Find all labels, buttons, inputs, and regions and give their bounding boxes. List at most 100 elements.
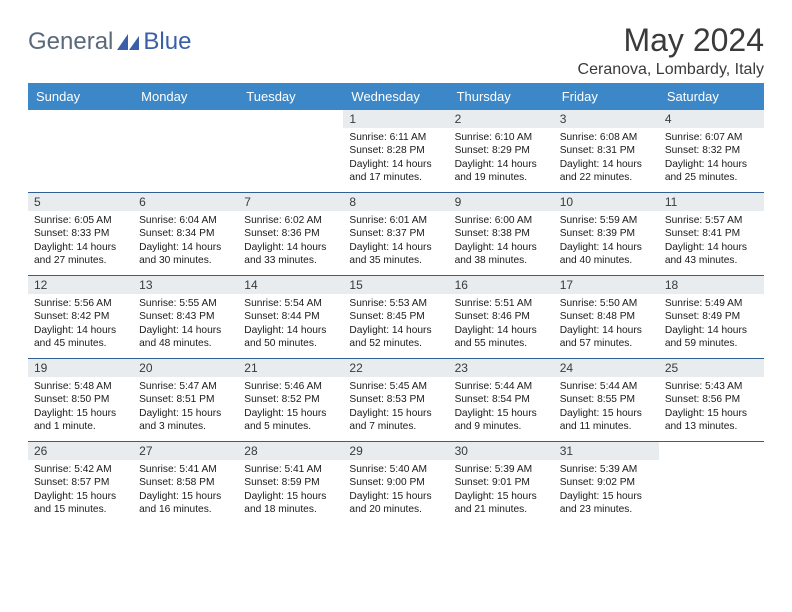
- day-number: 19: [28, 359, 133, 377]
- empty-day-number: [659, 442, 764, 460]
- day-info: Sunrise: 5:41 AM Sunset: 8:59 PM Dayligh…: [238, 460, 343, 524]
- day-number: 22: [343, 359, 448, 377]
- day-info: Sunrise: 5:54 AM Sunset: 8:44 PM Dayligh…: [238, 294, 343, 358]
- day-number: 27: [133, 442, 238, 460]
- day-info: Sunrise: 6:00 AM Sunset: 8:38 PM Dayligh…: [449, 211, 554, 275]
- day-info: Sunrise: 6:11 AM Sunset: 8:28 PM Dayligh…: [343, 128, 448, 192]
- day-info: Sunrise: 5:39 AM Sunset: 9:01 PM Dayligh…: [449, 460, 554, 524]
- day-info: Sunrise: 5:40 AM Sunset: 9:00 PM Dayligh…: [343, 460, 448, 524]
- day-info: Sunrise: 5:45 AM Sunset: 8:53 PM Dayligh…: [343, 377, 448, 441]
- day-number: 17: [554, 276, 659, 294]
- day-number: 1: [343, 110, 448, 128]
- day-number: 2: [449, 110, 554, 128]
- day-number: 24: [554, 359, 659, 377]
- day-info: Sunrise: 5:57 AM Sunset: 8:41 PM Dayligh…: [659, 211, 764, 275]
- weekday-header-row: SundayMondayTuesdayWednesdayThursdayFrid…: [28, 83, 764, 110]
- day-number-row: 1234: [28, 110, 764, 128]
- calendar-body: 1234Sunrise: 6:11 AM Sunset: 8:28 PM Day…: [28, 110, 764, 524]
- day-info: Sunrise: 5:51 AM Sunset: 8:46 PM Dayligh…: [449, 294, 554, 358]
- week-row: 262728293031Sunrise: 5:42 AM Sunset: 8:5…: [28, 442, 764, 524]
- day-number: 20: [133, 359, 238, 377]
- empty-day-number: [238, 110, 343, 128]
- month-title: May 2024: [578, 22, 764, 59]
- day-info: [133, 128, 238, 192]
- day-info: Sunrise: 5:50 AM Sunset: 8:48 PM Dayligh…: [554, 294, 659, 358]
- weekday-header: Tuesday: [238, 83, 343, 110]
- day-info: Sunrise: 5:44 AM Sunset: 8:54 PM Dayligh…: [449, 377, 554, 441]
- day-number: 26: [28, 442, 133, 460]
- day-info-row: Sunrise: 5:56 AM Sunset: 8:42 PM Dayligh…: [28, 294, 764, 358]
- day-number: 15: [343, 276, 448, 294]
- day-number: 7: [238, 193, 343, 211]
- day-number: 18: [659, 276, 764, 294]
- logo-text-blue: Blue: [143, 28, 191, 56]
- day-number: 31: [554, 442, 659, 460]
- day-number: 6: [133, 193, 238, 211]
- day-number: 28: [238, 442, 343, 460]
- title-block: May 2024 Ceranova, Lombardy, Italy: [578, 22, 764, 79]
- day-info-row: Sunrise: 6:11 AM Sunset: 8:28 PM Dayligh…: [28, 128, 764, 192]
- day-info: Sunrise: 5:42 AM Sunset: 8:57 PM Dayligh…: [28, 460, 133, 524]
- day-info: Sunrise: 5:55 AM Sunset: 8:43 PM Dayligh…: [133, 294, 238, 358]
- week-row: 19202122232425Sunrise: 5:48 AM Sunset: 8…: [28, 359, 764, 442]
- day-info: Sunrise: 5:44 AM Sunset: 8:55 PM Dayligh…: [554, 377, 659, 441]
- day-number: 16: [449, 276, 554, 294]
- day-info: [238, 128, 343, 192]
- day-info: [659, 460, 764, 524]
- day-number-row: 19202122232425: [28, 359, 764, 377]
- week-row: 12131415161718Sunrise: 5:56 AM Sunset: 8…: [28, 276, 764, 359]
- day-info-row: Sunrise: 5:42 AM Sunset: 8:57 PM Dayligh…: [28, 460, 764, 524]
- weekday-header: Saturday: [659, 83, 764, 110]
- day-number: 13: [133, 276, 238, 294]
- week-row: 567891011Sunrise: 6:05 AM Sunset: 8:33 P…: [28, 193, 764, 276]
- day-info: Sunrise: 6:04 AM Sunset: 8:34 PM Dayligh…: [133, 211, 238, 275]
- day-number: 21: [238, 359, 343, 377]
- day-info-row: Sunrise: 5:48 AM Sunset: 8:50 PM Dayligh…: [28, 377, 764, 441]
- day-number-row: 12131415161718: [28, 276, 764, 294]
- day-number-row: 567891011: [28, 193, 764, 211]
- day-number: 3: [554, 110, 659, 128]
- day-info: Sunrise: 5:43 AM Sunset: 8:56 PM Dayligh…: [659, 377, 764, 441]
- day-number: 14: [238, 276, 343, 294]
- logo: General Blue: [28, 28, 191, 56]
- day-number: 4: [659, 110, 764, 128]
- day-number: 29: [343, 442, 448, 460]
- day-number-row: 262728293031: [28, 442, 764, 460]
- weekday-header: Monday: [133, 83, 238, 110]
- day-info: Sunrise: 5:39 AM Sunset: 9:02 PM Dayligh…: [554, 460, 659, 524]
- day-number: 30: [449, 442, 554, 460]
- weekday-header: Friday: [554, 83, 659, 110]
- day-number: 25: [659, 359, 764, 377]
- day-info: Sunrise: 5:48 AM Sunset: 8:50 PM Dayligh…: [28, 377, 133, 441]
- header: General Blue May 2024 Ceranova, Lombardy…: [28, 22, 764, 79]
- day-info: Sunrise: 5:46 AM Sunset: 8:52 PM Dayligh…: [238, 377, 343, 441]
- empty-day-number: [28, 110, 133, 128]
- day-info: Sunrise: 6:02 AM Sunset: 8:36 PM Dayligh…: [238, 211, 343, 275]
- weekday-header: Sunday: [28, 83, 133, 110]
- day-info: Sunrise: 6:10 AM Sunset: 8:29 PM Dayligh…: [449, 128, 554, 192]
- day-info: Sunrise: 5:41 AM Sunset: 8:58 PM Dayligh…: [133, 460, 238, 524]
- day-info: [28, 128, 133, 192]
- weekday-header: Wednesday: [343, 83, 448, 110]
- day-info: Sunrise: 6:08 AM Sunset: 8:31 PM Dayligh…: [554, 128, 659, 192]
- day-info: Sunrise: 5:59 AM Sunset: 8:39 PM Dayligh…: [554, 211, 659, 275]
- location: Ceranova, Lombardy, Italy: [578, 61, 764, 79]
- logo-text-general: General: [28, 28, 113, 56]
- day-number: 10: [554, 193, 659, 211]
- weekday-header: Thursday: [449, 83, 554, 110]
- day-info-row: Sunrise: 6:05 AM Sunset: 8:33 PM Dayligh…: [28, 211, 764, 275]
- day-number: 12: [28, 276, 133, 294]
- day-number: 8: [343, 193, 448, 211]
- day-info: Sunrise: 5:49 AM Sunset: 8:49 PM Dayligh…: [659, 294, 764, 358]
- empty-day-number: [133, 110, 238, 128]
- day-number: 11: [659, 193, 764, 211]
- day-info: Sunrise: 6:05 AM Sunset: 8:33 PM Dayligh…: [28, 211, 133, 275]
- week-row: 1234Sunrise: 6:11 AM Sunset: 8:28 PM Day…: [28, 110, 764, 193]
- day-info: Sunrise: 5:56 AM Sunset: 8:42 PM Dayligh…: [28, 294, 133, 358]
- logo-sail-icon: [115, 32, 141, 52]
- day-number: 23: [449, 359, 554, 377]
- day-info: Sunrise: 5:53 AM Sunset: 8:45 PM Dayligh…: [343, 294, 448, 358]
- day-info: Sunrise: 6:01 AM Sunset: 8:37 PM Dayligh…: [343, 211, 448, 275]
- day-info: Sunrise: 6:07 AM Sunset: 8:32 PM Dayligh…: [659, 128, 764, 192]
- day-number: 9: [449, 193, 554, 211]
